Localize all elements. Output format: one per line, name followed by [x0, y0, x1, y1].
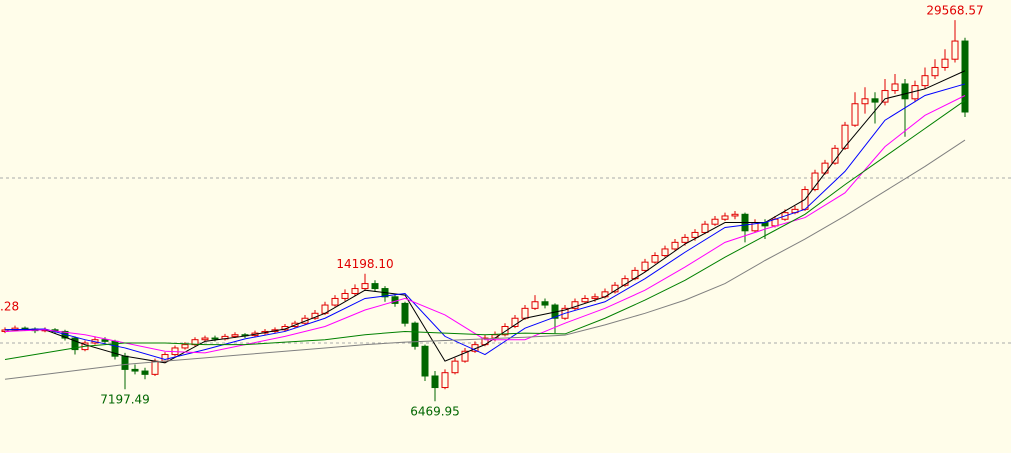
- candle-body: [661, 248, 669, 257]
- moving-average: [4, 95, 966, 354]
- candle-body: [871, 98, 879, 103]
- candle-body: [361, 283, 369, 290]
- candle-body: [131, 368, 139, 372]
- candle-body: [671, 241, 679, 250]
- candle-body: [531, 301, 539, 309]
- candle-body: [461, 350, 469, 362]
- candle-body: [921, 75, 929, 87]
- candle-body: [901, 83, 909, 100]
- candle-body: [371, 283, 379, 290]
- candle-body: [731, 213, 739, 217]
- candle-body: [861, 98, 869, 105]
- moving-average: [4, 139, 966, 380]
- candle-body: [421, 345, 429, 377]
- candle-body: [571, 301, 579, 309]
- candle-body: [721, 215, 729, 220]
- candle-body: [951, 40, 959, 60]
- candle-body: [941, 58, 949, 68]
- annotation: 14198.10: [336, 257, 393, 271]
- candle-body: [541, 301, 549, 306]
- moving-average: [4, 83, 966, 361]
- annotation: 6469.95: [410, 405, 460, 419]
- annotation: 29568.57: [926, 4, 983, 18]
- annotation: 7197.49: [100, 393, 150, 407]
- candle-body: [451, 360, 459, 374]
- candle-body: [711, 218, 719, 225]
- candle-body: [431, 375, 439, 389]
- candle-body: [831, 147, 839, 164]
- candle-body: [581, 297, 589, 303]
- candle-body: [691, 231, 699, 238]
- candle-body: [591, 296, 599, 299]
- candle-body: [341, 292, 349, 299]
- candle-body: [891, 83, 899, 92]
- candle-body: [931, 66, 939, 77]
- candle-body: [231, 334, 239, 337]
- candle-body: [961, 40, 969, 113]
- candle-body: [821, 162, 829, 174]
- candle-body: [71, 337, 79, 351]
- candle-body: [401, 302, 409, 324]
- annotation: .28: [0, 300, 19, 314]
- candle-body: [811, 172, 819, 191]
- candle-body: [151, 360, 159, 375]
- candle-body: [501, 325, 509, 336]
- candle-body: [331, 297, 339, 306]
- candle-body: [651, 255, 659, 263]
- candle-body: [211, 337, 219, 340]
- candle-body: [521, 307, 529, 319]
- candle-body: [851, 103, 859, 126]
- candle-body: [411, 322, 419, 347]
- candle-body: [161, 354, 169, 362]
- candle-body: [701, 223, 709, 233]
- candle-body: [181, 344, 189, 349]
- candle-body: [121, 355, 129, 370]
- candle-body: [881, 90, 889, 103]
- candle-body: [141, 370, 149, 375]
- candle-body: [621, 278, 629, 286]
- candle-body: [441, 372, 449, 389]
- moving-average: [5, 70, 966, 364]
- candle-body: [841, 124, 849, 149]
- moving-average: [4, 100, 966, 360]
- candle-body: [101, 339, 109, 342]
- candle-body: [351, 288, 359, 294]
- candle-body: [201, 337, 209, 341]
- candle-body: [641, 261, 649, 271]
- candle-body: [681, 236, 689, 243]
